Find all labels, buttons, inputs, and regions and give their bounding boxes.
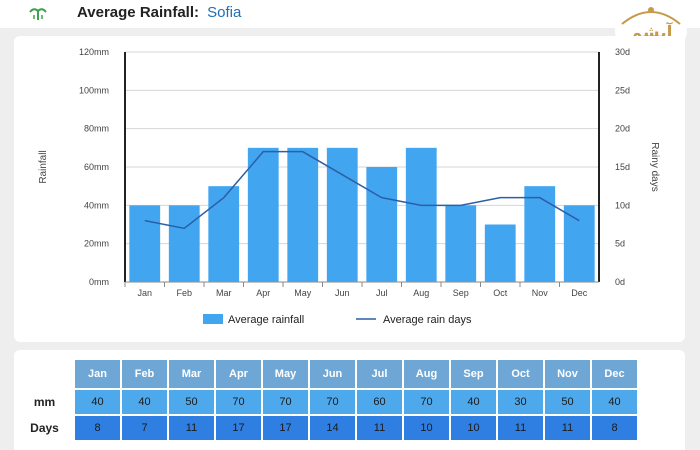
legend-rain-days-label: Average rain days: [383, 314, 472, 326]
days-cell: 17: [263, 416, 308, 440]
rainfall-bar: [405, 147, 437, 282]
days-cell: 14: [310, 416, 355, 440]
y-tick-label: 60mm: [84, 162, 109, 172]
month-header-cell: Oct: [498, 360, 543, 388]
days-cell: 11: [169, 416, 214, 440]
month-header-cell: Aug: [404, 360, 449, 388]
month-header-cell: Jun: [310, 360, 355, 388]
days-cell: 7: [122, 416, 167, 440]
y-tick-label: 0mm: [89, 277, 109, 287]
days-row: Days 8 7 11 17 17 14 11 10 10 11 11 8: [16, 416, 637, 440]
y2-tick-label: 15d: [615, 162, 630, 172]
page-header: Average Rainfall: Sofia: [0, 0, 700, 28]
y2-tick-label: 5d: [615, 239, 625, 249]
rainfall-bar: [247, 147, 279, 282]
mm-row: mm 40 40 50 70 70 70 60 70 40 30 50 40: [16, 390, 637, 414]
month-header-cell: Mar: [169, 360, 214, 388]
x-tick-label: Jun: [335, 288, 350, 298]
rainfall-bar: [287, 147, 319, 282]
y-tick-label: 120mm: [79, 47, 109, 57]
rainfall-chart: 0mm 20mm 40mm 60mm 80mm 100mm 120mm 0d 5d 10d 15d 2…: [38, 47, 660, 326]
legend-bar-swatch: [203, 314, 223, 324]
mm-cell: 40: [75, 390, 120, 414]
mm-row-label: mm: [16, 390, 73, 414]
x-tick-label: Mar: [216, 288, 232, 298]
rainfall-bar: [366, 167, 398, 282]
mm-cell: 70: [404, 390, 449, 414]
y-tick-label: 20mm: [84, 239, 109, 249]
mm-cell: 70: [263, 390, 308, 414]
x-tick-label: Nov: [532, 288, 549, 298]
y-tick-label: 100mm: [79, 85, 109, 95]
days-cell: 11: [357, 416, 402, 440]
days-cell: 8: [75, 416, 120, 440]
mm-cell: 60: [357, 390, 402, 414]
mm-cell: 40: [451, 390, 496, 414]
y-tick-label: 40mm: [84, 200, 109, 210]
rainfall-bar: [445, 205, 477, 282]
days-cell: 17: [216, 416, 261, 440]
y2-tick-label: 10d: [615, 200, 630, 210]
y2-tick-label: 25d: [615, 85, 630, 95]
y-axis-title: Rainfall: [38, 150, 49, 183]
x-tick-label: Jan: [137, 288, 152, 298]
rainfall-bar: [208, 186, 240, 282]
month-header-cell: Nov: [545, 360, 590, 388]
city-name: Sofia: [207, 4, 242, 21]
header-corner: [16, 360, 73, 388]
rain-cloud-icon: [29, 8, 47, 20]
page-title: Average Rainfall: Sofia: [77, 4, 241, 21]
mm-cell: 50: [169, 390, 214, 414]
rainfall-table: Jan Feb Mar Apr May Jun Jul Aug Sep Oct Nov Dec mm …: [14, 358, 639, 442]
mm-cell: 70: [310, 390, 355, 414]
mm-cell: 40: [592, 390, 637, 414]
x-tick-label: Oct: [493, 288, 508, 298]
rainfall-bar: [129, 205, 161, 282]
rainfall-bar: [484, 224, 516, 282]
rainfall-bar: [326, 147, 358, 282]
mm-cell: 50: [545, 390, 590, 414]
x-tick-label: Dec: [571, 288, 588, 298]
days-cell: 11: [545, 416, 590, 440]
legend-rainfall-label: Average rainfall: [228, 314, 304, 326]
rainfall-bar: [563, 205, 595, 282]
x-tick-label: Sep: [453, 288, 469, 298]
rainfall-bar: [524, 186, 556, 282]
days-cell: 11: [498, 416, 543, 440]
x-tick-label: Jul: [376, 288, 388, 298]
x-tick-label: May: [294, 288, 312, 298]
mm-cell: 40: [122, 390, 167, 414]
days-row-label: Days: [16, 416, 73, 440]
month-header-row: Jan Feb Mar Apr May Jun Jul Aug Sep Oct Nov Dec: [16, 360, 637, 388]
y2-tick-label: 0d: [615, 277, 625, 287]
chart-card: 0mm 20mm 40mm 60mm 80mm 100mm 120mm 0d 5d 10d 15d 2…: [14, 36, 685, 342]
x-tick-label: Feb: [176, 288, 192, 298]
month-header-cell: Dec: [592, 360, 637, 388]
days-cell: 10: [404, 416, 449, 440]
month-header-cell: Feb: [122, 360, 167, 388]
mm-cell: 70: [216, 390, 261, 414]
month-header-cell: May: [263, 360, 308, 388]
rainfall-bar: [168, 205, 200, 282]
month-header-cell: Jul: [357, 360, 402, 388]
y-tick-label: 80mm: [84, 124, 109, 134]
y2-tick-label: 20d: [615, 124, 630, 134]
days-cell: 10: [451, 416, 496, 440]
month-header-cell: Jan: [75, 360, 120, 388]
y2-tick-label: 30d: [615, 47, 630, 57]
y2-axis-title: Rainy days: [649, 142, 660, 191]
data-table-card: Jan Feb Mar Apr May Jun Jul Aug Sep Oct Nov Dec mm …: [14, 350, 685, 450]
month-header-cell: Apr: [216, 360, 261, 388]
rain-days-line: [144, 150, 580, 230]
days-cell: 8: [592, 416, 637, 440]
mm-cell: 30: [498, 390, 543, 414]
month-header-cell: Sep: [451, 360, 496, 388]
x-tick-label: Aug: [413, 288, 429, 298]
title-text: Average Rainfall:: [77, 4, 199, 21]
x-tick-label: Apr: [256, 288, 270, 298]
